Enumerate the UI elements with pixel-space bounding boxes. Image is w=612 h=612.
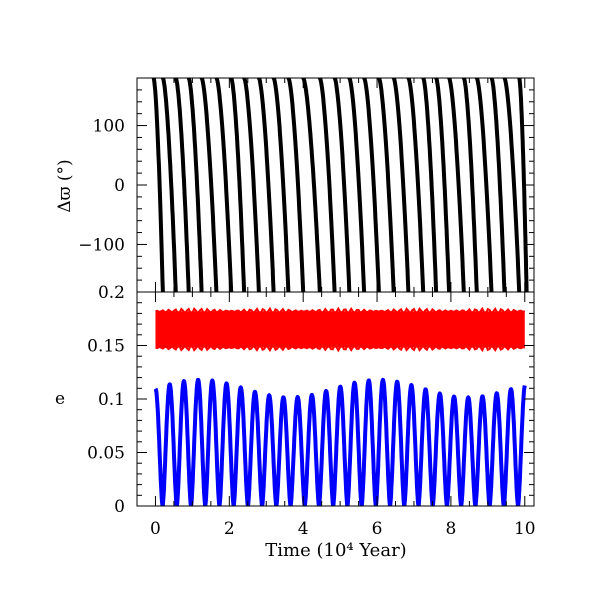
delta-varpi-branch — [271, 78, 291, 292]
eccentricity-series-blue — [153, 377, 527, 506]
y-tick-label: 0.05 — [87, 444, 125, 464]
eccentricity-series-red — [155, 311, 525, 348]
delta-varpi-branch — [199, 78, 219, 292]
delta-varpi-branch — [301, 78, 322, 292]
x-tick-label: 4 — [298, 519, 309, 539]
delta-varpi-branch — [242, 78, 261, 292]
x-tick-label: 0 — [150, 519, 161, 539]
eccentricity-red-upper-edge — [155, 306, 526, 316]
delta-varpi-branch — [434, 78, 452, 292]
bottom-data-series — [153, 306, 527, 506]
bottom-panel: 0 0.05 0.1 0.15 0.2 0 2 4 6 8 10 e Time (10⁴ Year… — [55, 283, 536, 561]
y-tick-label: 0 — [114, 176, 125, 196]
delta-varpi-branch — [332, 78, 352, 292]
y-tick-label: 100 — [93, 117, 125, 137]
delta-varpi-branch — [256, 78, 276, 292]
top-y-axis-label: Δϖ (°) — [55, 159, 75, 212]
bottom-y-axis-label: e — [55, 389, 65, 409]
bottom-ticks — [137, 291, 534, 507]
delta-varpi-branch — [461, 78, 479, 292]
delta-varpi-branch — [186, 78, 204, 292]
delta-varpi-branch — [474, 78, 494, 292]
y-tick-label: 0.15 — [87, 337, 125, 357]
delta-varpi-branch — [173, 78, 191, 292]
delta-varpi-branch — [160, 78, 178, 292]
delta-varpi-branch — [362, 78, 381, 292]
delta-varpi-branch — [229, 78, 247, 292]
delta-varpi-branch — [489, 78, 507, 292]
delta-varpi-branch — [502, 78, 522, 292]
y-tick-label: 0.1 — [98, 390, 125, 410]
x-tick-label: 6 — [372, 519, 383, 539]
delta-varpi-branch — [447, 78, 466, 292]
delta-varpi-branch — [376, 78, 396, 292]
delta-varpi-branch — [317, 78, 337, 292]
bottom-x-axis-label: Time (10⁴ Year) — [265, 540, 406, 561]
delta-varpi-branch — [151, 78, 165, 292]
delta-varpi-branch — [421, 78, 439, 292]
top-y-tick-labels: −100 0 100 — [78, 117, 125, 256]
y-tick-label: 0 — [114, 497, 125, 517]
delta-varpi-branch — [214, 78, 234, 292]
x-tick-label: 8 — [445, 519, 456, 539]
delta-varpi-branch — [406, 78, 426, 292]
top-ticks — [137, 77, 534, 293]
delta-varpi-branch — [391, 78, 411, 292]
eccentricity-red-lower-edge — [155, 342, 526, 353]
delta-varpi-branch — [286, 78, 306, 292]
y-tick-label: 0.2 — [98, 283, 125, 303]
top-panel: −100 0 100 Δϖ (°) — [55, 77, 535, 293]
delta-varpi-branch — [517, 78, 529, 292]
x-tick-label: 2 — [224, 519, 235, 539]
x-tick-label: 10 — [514, 519, 536, 539]
bottom-y-tick-labels: 0 0.05 0.1 0.15 0.2 — [87, 283, 125, 517]
y-tick-label: −100 — [78, 235, 125, 255]
top-data-points — [151, 78, 529, 292]
delta-varpi-branch — [347, 78, 367, 292]
bottom-x-tick-labels: 0 2 4 6 8 10 — [150, 519, 536, 539]
